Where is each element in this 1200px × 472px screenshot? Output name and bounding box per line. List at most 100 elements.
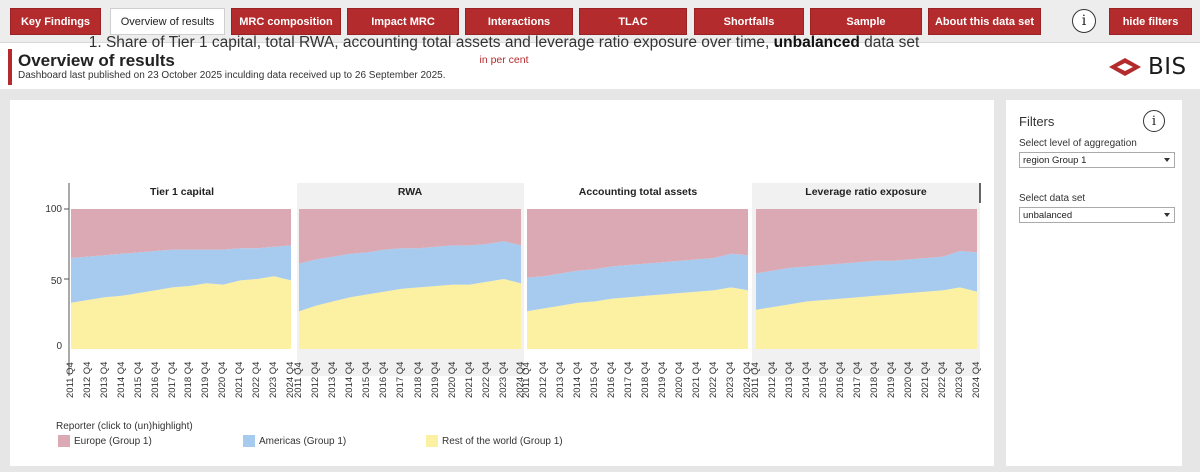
- panel-title-rwa: RWA: [397, 186, 423, 198]
- tab-impact-mrc[interactable]: Impact MRC: [347, 8, 459, 35]
- x-tick-label: 2012 Q4: [538, 361, 549, 398]
- legend-label-rest-of-world: Rest of the world (Group 1): [442, 435, 563, 447]
- x-tick-label: 2022 Q4: [251, 361, 263, 398]
- logo-text: BIS: [1148, 54, 1187, 80]
- x-tick-label: 2020 Q4: [446, 361, 458, 398]
- x-tick-label: 2013 Q4: [784, 361, 795, 398]
- x-tick-label: 2021 Q4: [234, 361, 246, 398]
- x-tick-label: 2015 Q4: [361, 361, 373, 398]
- legend-item-rest-of-world[interactable]: Rest of the world (Group 1): [426, 435, 563, 447]
- x-tick-label: 2020 Q4: [674, 361, 685, 398]
- x-tick-label: 2012 Q4: [310, 361, 322, 398]
- x-tick-label: 2014 Q4: [344, 361, 356, 398]
- x-tick-label: 2014 Q4: [115, 361, 127, 398]
- chart-title-bold: unbalanced: [773, 34, 860, 51]
- tab-key-findings[interactable]: Key Findings: [10, 8, 101, 35]
- chart-title: 1. Share of Tier 1 capital, total RWA, a…: [0, 34, 1008, 52]
- legend-swatch-americas: [243, 435, 255, 447]
- x-tick-label: 2011 Q4: [293, 362, 304, 398]
- x-tick-label: 2021 Q4: [920, 361, 931, 398]
- x-tick-label: 2019 Q4: [657, 361, 668, 398]
- filters-title: Filters: [1019, 114, 1055, 129]
- top-nav: Key Findings Overview of results MRC com…: [0, 0, 1200, 42]
- page-header: Overview of results Dashboard last publi…: [0, 42, 1200, 89]
- x-tick-label: 2017 Q4: [623, 361, 634, 398]
- panel-background-leverage: [752, 183, 980, 376]
- bis-logo: BIS: [1106, 54, 1187, 80]
- x-tick-label: 2017 Q4: [852, 361, 863, 398]
- legend-swatch-europe: [58, 435, 70, 447]
- x-tick-label: 2019 Q4: [429, 361, 441, 398]
- panel-title-total-assets: Accounting total assets: [578, 186, 698, 198]
- hide-filters-button[interactable]: hide filters: [1109, 8, 1192, 35]
- x-tick-label: 2021 Q4: [691, 361, 702, 398]
- x-tick-label: 2013 Q4: [327, 361, 339, 398]
- dataset-label: Select data set: [1019, 193, 1086, 204]
- legend-label-americas: Americas (Group 1): [259, 435, 347, 447]
- page-subtitle: Dashboard last published on 23 October 2…: [18, 70, 446, 81]
- legend-title: Reporter (click to (un)highlight): [56, 421, 193, 432]
- header-accent-bar: [8, 49, 12, 85]
- bis-diamond-icon: [1109, 58, 1141, 76]
- tab-interactions[interactable]: Interactions: [465, 8, 573, 35]
- x-tick-label: 2015 Q4: [132, 361, 144, 398]
- panel-background-rwa: [297, 183, 524, 376]
- x-tick-label: 2018 Q4: [640, 361, 651, 398]
- x-tick-label: 2013 Q4: [555, 361, 566, 398]
- chevron-down-icon: [1164, 158, 1170, 162]
- x-tick-label: 2016 Q4: [606, 361, 617, 398]
- x-tick-label: 2018 Q4: [869, 361, 880, 398]
- x-tick-label: 2016 Q4: [149, 361, 161, 398]
- chart-unit: in per cent: [479, 54, 529, 66]
- filters-info-icon[interactable]: i: [1143, 110, 1165, 132]
- tab-about-this-data-set[interactable]: About this data set: [928, 8, 1041, 35]
- tab-shortfalls[interactable]: Shortfalls: [694, 8, 804, 35]
- x-tick-label: 2012 Q4: [767, 361, 778, 398]
- x-tick-label: 2022 Q4: [708, 361, 719, 398]
- x-tick-label: 2018 Q4: [412, 361, 424, 398]
- tab-overview-of-results[interactable]: Overview of results: [110, 8, 225, 35]
- legend-item-americas[interactable]: Americas (Group 1): [243, 435, 346, 447]
- legend-label-europe: Europe (Group 1): [74, 435, 152, 447]
- chevron-down-icon: [1164, 213, 1170, 217]
- y-tick-label: 100: [45, 204, 62, 215]
- filters-panel: Filters i Select level of aggregation re…: [1006, 100, 1182, 466]
- dataset-select-value: unbalanced: [1023, 209, 1073, 221]
- legend-item-europe[interactable]: Europe (Group 1): [58, 435, 152, 447]
- x-tick-label: 2019 Q4: [886, 361, 897, 398]
- x-tick-label: 2017 Q4: [395, 361, 407, 398]
- x-tick-label: 2011 Q4: [750, 362, 761, 398]
- tab-sample[interactable]: Sample: [810, 8, 922, 35]
- panel-title-leverage: Leverage ratio exposure: [805, 186, 927, 198]
- chart-title-prefix: 1. Share of Tier 1 capital, total RWA, a…: [88, 34, 770, 51]
- x-tick-label: 2011 Q4: [521, 362, 532, 398]
- panel-title-tier1: Tier 1 capital: [149, 186, 214, 198]
- x-tick-label: 2024 Q4: [971, 361, 982, 398]
- x-tick-label: 2021 Q4: [463, 361, 475, 398]
- x-tick-label: 2020 Q4: [903, 361, 914, 398]
- tab-tlac[interactable]: TLAC: [579, 8, 687, 35]
- dataset-select[interactable]: unbalanced: [1019, 207, 1175, 223]
- page-title: Overview of results: [18, 51, 175, 70]
- x-tick-label: 2023 Q4: [497, 361, 509, 398]
- x-tick-label: 2022 Q4: [937, 361, 948, 398]
- x-tick-label: 2015 Q4: [589, 361, 600, 398]
- x-tick-label: 2012 Q4: [81, 361, 93, 398]
- x-tick-label: 2011 Q4: [65, 362, 76, 398]
- y-tick-label: 0: [56, 341, 62, 352]
- aggregation-label: Select level of aggregation: [1019, 138, 1137, 149]
- x-tick-label: 2015 Q4: [818, 361, 829, 398]
- x-tick-label: 2017 Q4: [166, 361, 178, 398]
- tab-mrc-composition[interactable]: MRC composition: [231, 8, 341, 35]
- x-tick-label: 2023 Q4: [954, 361, 965, 398]
- info-icon[interactable]: i: [1072, 9, 1096, 33]
- x-tick-label: 2019 Q4: [200, 361, 212, 398]
- x-tick-label: 2014 Q4: [801, 361, 812, 398]
- x-tick-label: 2016 Q4: [378, 361, 390, 398]
- aggregation-select-value: region Group 1: [1023, 154, 1087, 166]
- y-tick-label: 50: [50, 276, 62, 287]
- x-tick-label: 2022 Q4: [480, 361, 492, 398]
- x-tick-label: 2023 Q4: [725, 361, 736, 398]
- x-tick-label: 2023 Q4: [268, 361, 280, 398]
- aggregation-select[interactable]: region Group 1: [1019, 152, 1175, 168]
